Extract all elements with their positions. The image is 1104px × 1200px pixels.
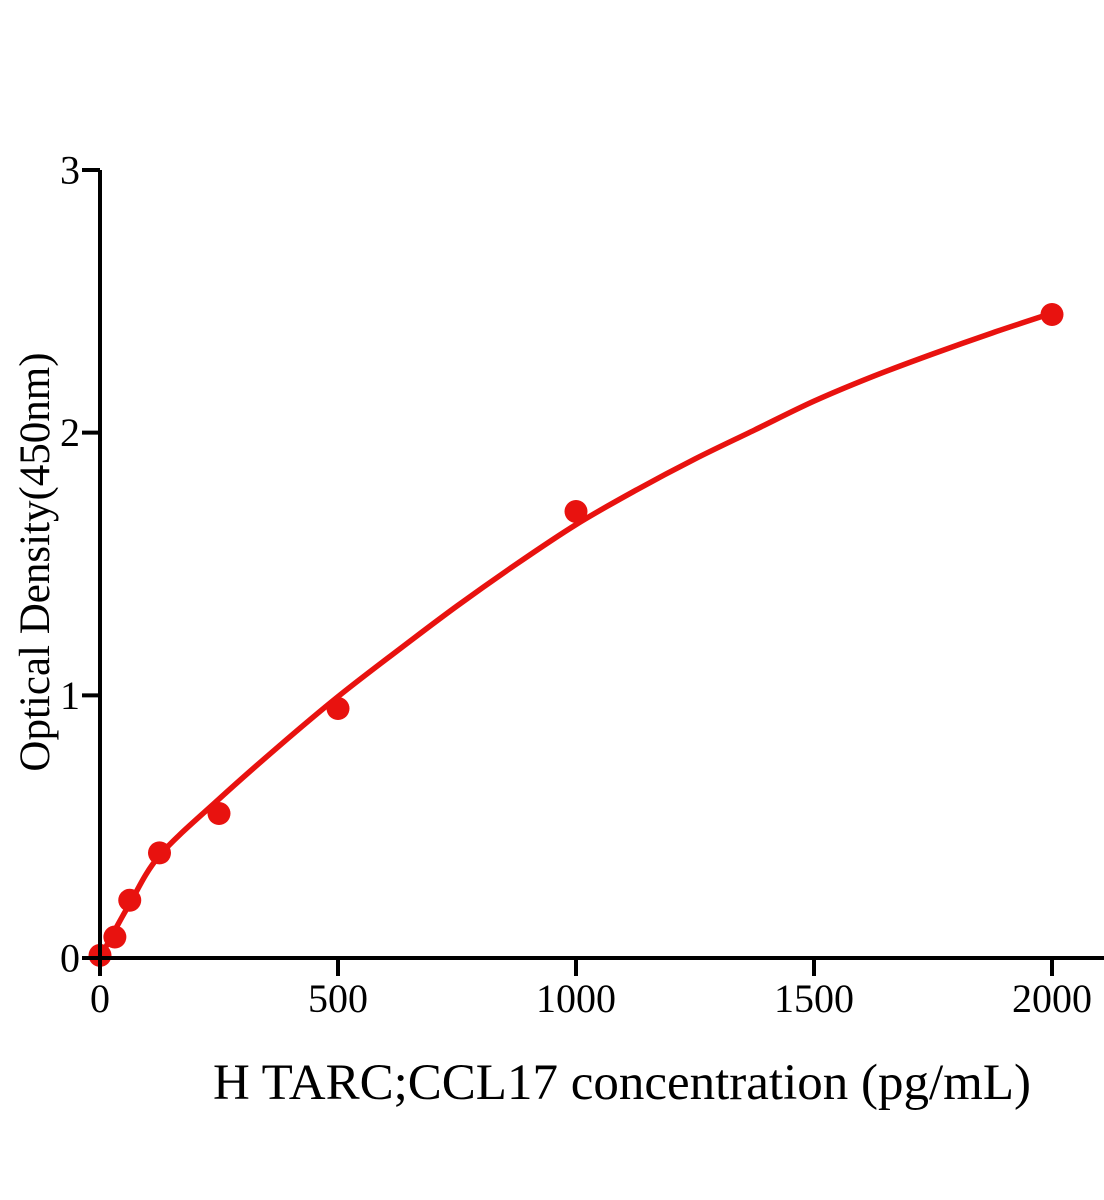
y-tick-label: 2 xyxy=(60,410,80,455)
y-tick-label: 0 xyxy=(60,936,80,981)
x-tick-label: 1500 xyxy=(774,976,854,1021)
data-point xyxy=(564,499,588,523)
data-point xyxy=(118,888,142,912)
y-axis-title: Optical Density(450nm) xyxy=(12,352,59,772)
data-point xyxy=(1040,302,1064,326)
data-point xyxy=(326,696,350,720)
x-tick-label: 0 xyxy=(90,976,110,1021)
x-tick-label: 2000 xyxy=(1012,976,1092,1021)
data-point xyxy=(148,841,171,865)
x-axis-title: H TARC;CCL17 concentration (pg/mL) xyxy=(213,1055,1031,1111)
data-point xyxy=(103,925,127,949)
x-tick-label: 1000 xyxy=(536,976,616,1021)
x-tick-label: 500 xyxy=(308,976,368,1021)
y-tick-label: 3 xyxy=(60,148,80,193)
data-point xyxy=(207,802,231,826)
fitted-curve xyxy=(97,310,1055,961)
y-tick-label: 1 xyxy=(60,673,80,718)
